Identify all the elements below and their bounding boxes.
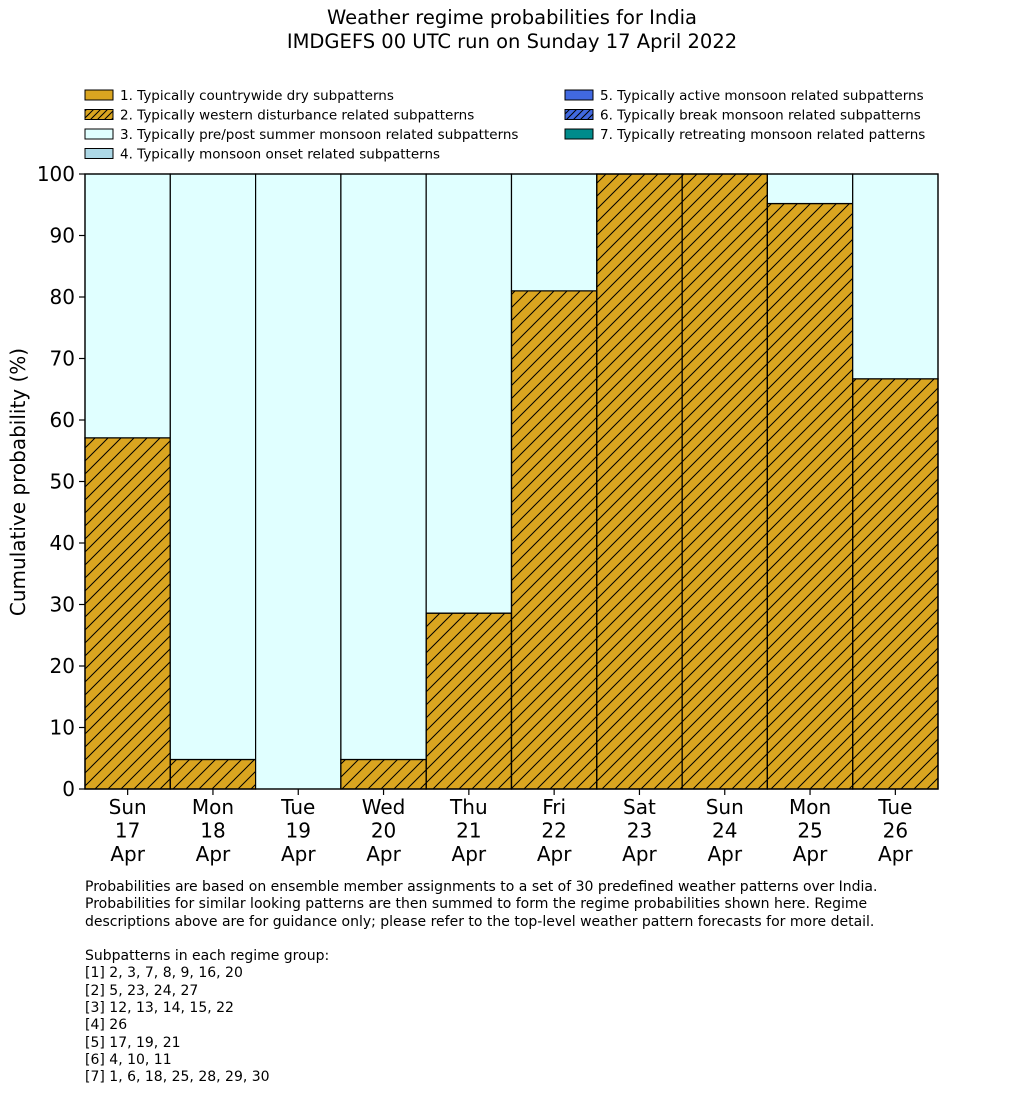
y-tick-label: 70 bbox=[50, 347, 75, 371]
legend-swatch bbox=[84, 128, 114, 140]
bar-segment-hatch bbox=[596, 173, 683, 790]
y-tick-label: 60 bbox=[50, 408, 75, 432]
legend-label: 3. Typically pre/post summer monsoon rel… bbox=[120, 127, 518, 143]
chart-title: Weather regime probabilities for India I… bbox=[0, 6, 1024, 54]
bar-segment-hatch bbox=[340, 758, 427, 790]
bar-segment bbox=[425, 173, 513, 614]
y-tick-label: 40 bbox=[50, 531, 75, 555]
group-line: [6] 4, 10, 11 bbox=[85, 1051, 172, 1068]
group-line: [2] 5, 23, 24, 27 bbox=[85, 982, 199, 999]
legend-swatch bbox=[84, 89, 114, 101]
legend-label: 5. Typically active monsoon related subp… bbox=[600, 88, 924, 104]
legend-item: 6. Typically break monsoon related subpa… bbox=[564, 108, 921, 124]
legend-label: 2. Typically western disturbance related… bbox=[120, 108, 474, 124]
legend-item: 3. Typically pre/post summer monsoon rel… bbox=[84, 127, 518, 143]
legend-item: 5. Typically active monsoon related subp… bbox=[564, 88, 924, 104]
plot-area: 0 10 20 30 40 50 60 70 80 90 100 Sun 17 Apr Mon 18 Apr Tu… bbox=[37, 162, 939, 866]
bar-segment-hatch bbox=[852, 378, 939, 790]
x-tick-label: Fri 22 Apr bbox=[537, 795, 572, 866]
bar-segment-hatch bbox=[681, 173, 768, 790]
y-tick-label: 30 bbox=[50, 593, 75, 617]
legend: 1. Typically countrywide dry subpatterns… bbox=[84, 88, 925, 163]
legend-item: 4. Typically monsoon onset related subpa… bbox=[84, 147, 440, 163]
legend-item: 7. Typically retreating monsoon related … bbox=[564, 127, 925, 143]
bar-segment-hatch bbox=[425, 612, 513, 790]
group-line: [4] 26 bbox=[85, 1017, 128, 1034]
group-line: [5] 17, 19, 21 bbox=[85, 1034, 181, 1051]
chart-title-line2: IMDGEFS 00 UTC run on Sunday 17 April 20… bbox=[286, 30, 738, 53]
bar-segment bbox=[340, 173, 427, 761]
bar-segment bbox=[84, 173, 171, 439]
legend-item: 1. Typically countrywide dry subpatterns bbox=[84, 88, 394, 104]
y-tick-label: 10 bbox=[50, 716, 75, 740]
y-tick-label: 50 bbox=[50, 470, 75, 494]
chart-title-line1: Weather regime probabilities for India bbox=[326, 6, 697, 29]
legend-swatch-hatch bbox=[564, 109, 594, 120]
legend-label: 1. Typically countrywide dry subpatterns bbox=[120, 88, 394, 104]
x-tick-label: Tue 26 Apr bbox=[877, 795, 913, 866]
x-tick-label: Sat 23 Apr bbox=[622, 795, 657, 866]
y-tick-label: 0 bbox=[62, 777, 75, 801]
bar-segment bbox=[510, 173, 598, 292]
bar-segment bbox=[766, 173, 854, 205]
groups-heading: Subpatterns in each regime group: bbox=[85, 948, 330, 965]
group-line: [7] 1, 6, 18, 25, 28, 29, 30 bbox=[85, 1069, 270, 1086]
x-tick-label: Tue 19 Apr bbox=[280, 795, 316, 866]
x-tick-label: Mon 25 Apr bbox=[789, 795, 831, 866]
legend-swatch bbox=[564, 128, 594, 140]
x-tick-label: Sun 17 Apr bbox=[109, 795, 147, 866]
regime-probability-chart: 1. Typically countrywide dry subpatterns… bbox=[6, 88, 939, 866]
x-tick-label: Mon 18 Apr bbox=[192, 795, 234, 866]
y-tick-label: 100 bbox=[37, 162, 75, 186]
bar-segment-hatch bbox=[84, 437, 171, 790]
y-tick-label: 90 bbox=[50, 224, 75, 248]
x-tick-label: Thu 21 Apr bbox=[449, 795, 488, 866]
bar-segment-hatch bbox=[510, 290, 598, 790]
y-tick-label: 80 bbox=[50, 285, 75, 309]
x-tick-label: Sun 24 Apr bbox=[706, 795, 744, 866]
legend-label: 4. Typically monsoon onset related subpa… bbox=[120, 147, 440, 163]
group-line: [1] 2, 3, 7, 8, 9, 16, 20 bbox=[85, 965, 243, 982]
bar-segment bbox=[169, 173, 257, 761]
legend-swatch-hatch bbox=[84, 109, 114, 120]
legend-swatch bbox=[564, 89, 594, 101]
y-axis-label: Cumulative probability (%) bbox=[6, 348, 30, 616]
footnote: Probabilities are based on ensemble memb… bbox=[85, 879, 1005, 1087]
group-line: [3] 12, 13, 14, 15, 22 bbox=[85, 1000, 234, 1017]
x-tick-label: Wed 20 Apr bbox=[362, 795, 406, 866]
bar-segment bbox=[852, 173, 939, 380]
legend-item: 2. Typically western disturbance related… bbox=[84, 108, 474, 124]
legend-label: 7. Typically retreating monsoon related … bbox=[600, 127, 925, 143]
bar-segment-hatch bbox=[169, 758, 257, 790]
legend-swatch bbox=[84, 148, 114, 159]
footnote-line: Probabilities for similar looking patter… bbox=[85, 896, 868, 913]
bar-segment-hatch bbox=[766, 202, 854, 790]
footnote-line: descriptions above are for guidance only… bbox=[85, 913, 875, 930]
legend-label: 6. Typically break monsoon related subpa… bbox=[600, 108, 921, 124]
footnote-line: Probabilities are based on ensemble memb… bbox=[85, 879, 878, 895]
y-tick-label: 20 bbox=[50, 654, 75, 678]
bar-segment bbox=[255, 173, 342, 790]
